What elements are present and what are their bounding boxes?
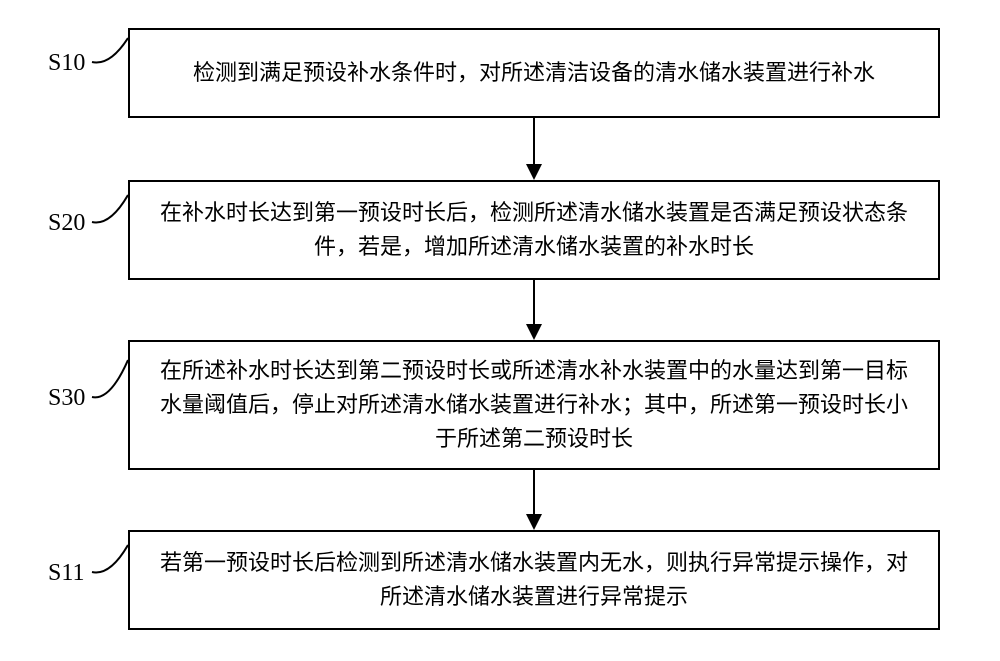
step-box-s30: 在所述补水时长达到第二预设时长或所述清水补水装置中的水量达到第一目标水量阈值后，… <box>128 340 940 470</box>
step-box-s20: 在补水时长达到第一预设时长后，检测所述清水储水装置是否满足预设状态条件，若是，增… <box>128 180 940 280</box>
label-connector-s20 <box>87 190 133 227</box>
label-connector-s10 <box>87 33 133 67</box>
step-text-s30: 在所述补水时长达到第二预设时长或所述清水补水装置中的水量达到第一目标水量阈值后，… <box>160 354 908 456</box>
arrow-s20-to-s30 <box>519 280 549 340</box>
step-label-s10: S10 <box>48 50 85 77</box>
step-label-s11: S11 <box>48 560 84 587</box>
step-box-s10: 检测到满足预设补水条件时，对所述清洁设备的清水储水装置进行补水 <box>128 28 940 118</box>
label-connector-s30 <box>87 355 133 402</box>
step-text-s20: 在补水时长达到第一预设时长后，检测所述清水储水装置是否满足预设状态条件，若是，增… <box>160 196 908 264</box>
step-label-s30: S30 <box>48 385 85 412</box>
arrow-s10-to-s20 <box>519 118 549 180</box>
step-text-s10: 检测到满足预设补水条件时，对所述清洁设备的清水储水装置进行补水 <box>193 56 875 90</box>
step-label-s20: S20 <box>48 210 85 237</box>
label-connector-s11 <box>87 540 133 577</box>
step-box-s11: 若第一预设时长后检测到所述清水储水装置内无水，则执行异常提示操作，对所述清水储水… <box>128 530 940 630</box>
arrow-s30-to-s11 <box>519 470 549 530</box>
step-text-s11: 若第一预设时长后检测到所述清水储水装置内无水，则执行异常提示操作，对所述清水储水… <box>160 546 908 614</box>
